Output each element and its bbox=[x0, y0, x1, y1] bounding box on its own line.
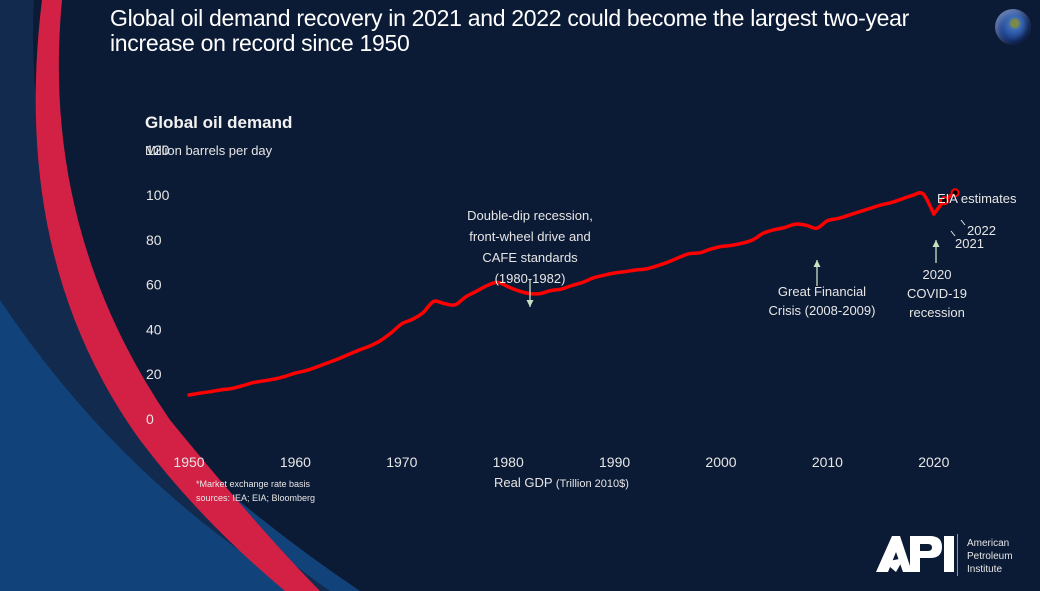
slide-title: Global oil demand recovery in 2021 and 2… bbox=[110, 5, 910, 56]
annotation-label-2021-line: 2021 bbox=[955, 236, 984, 251]
x-tick-label: 2010 bbox=[812, 454, 843, 470]
y-tick-label: 100 bbox=[146, 187, 170, 203]
x-axis-label: Real GDP (Trillion 2010$) bbox=[494, 475, 629, 490]
y-tick-label: 120 bbox=[146, 142, 170, 158]
x-axis-ticks: 1950 1960 1970 1980 1990 2000 2010 2020 bbox=[173, 454, 949, 470]
annotation-gfc-line: Crisis (2008-2009) bbox=[769, 303, 876, 318]
y-axis-ticks: 0 20 40 60 80 100 120 bbox=[146, 142, 170, 427]
series-layer bbox=[187, 188, 960, 397]
series-line-global-oil-demand bbox=[187, 190, 936, 397]
y-tick-label: 60 bbox=[146, 277, 162, 293]
chart-title: Global oil demand bbox=[145, 113, 293, 132]
x-tick-label: 1960 bbox=[280, 454, 311, 470]
x-tick-label: 1950 bbox=[173, 454, 204, 470]
y-tick-label: 20 bbox=[146, 366, 162, 382]
leader-2021 bbox=[950, 230, 956, 237]
api-logo-text: American Petroleum Institute bbox=[967, 537, 1013, 576]
footnote-sources: sources: IEA; EIA; Bloomberg bbox=[196, 493, 316, 503]
x-tick-label: 2000 bbox=[705, 454, 736, 470]
arrow-up-covid-icon bbox=[932, 240, 940, 263]
x-tick-label: 1980 bbox=[493, 454, 524, 470]
decorative-red-arc bbox=[35, 0, 320, 591]
annotation-eia-line: EIA estimates bbox=[937, 191, 1017, 206]
annotations-layer: Double-dip recession, front-wheel drive a… bbox=[467, 191, 1017, 320]
annotation-covid-line: COVID-19 bbox=[907, 286, 967, 301]
api-logo bbox=[876, 536, 954, 572]
annotation-covid-line: 2020 bbox=[923, 267, 952, 282]
annotation-label-2022-line: 2022 bbox=[967, 223, 996, 238]
leader-2022 bbox=[960, 219, 966, 226]
annotation-covid-line: recession bbox=[909, 305, 965, 320]
api-logo-mark bbox=[876, 536, 954, 572]
annotation-double-dip-line: front-wheel drive and bbox=[469, 229, 590, 244]
arrow-down-double-dip-icon bbox=[526, 280, 534, 307]
chart-subtitle: Million barrels per day bbox=[145, 143, 273, 158]
logo-divider bbox=[957, 534, 958, 576]
y-tick-label: 80 bbox=[146, 232, 162, 248]
eia-estimate-point-2021 bbox=[939, 196, 949, 206]
annotation-double-dip-line: CAFE standards bbox=[482, 250, 578, 265]
x-axis-label-text: Real GDP bbox=[494, 475, 553, 490]
arrow-up-gfc-icon bbox=[813, 260, 821, 286]
y-tick-label: 0 bbox=[146, 411, 154, 427]
footnote: *Market exchange rate basis sources: IEA… bbox=[196, 477, 315, 505]
annotation-gfc-line: Great Financial bbox=[778, 284, 866, 299]
logo-line-institute: Institute bbox=[967, 564, 1003, 575]
eia-estimate-point-2022 bbox=[950, 188, 960, 198]
footnote-basis: *Market exchange rate basis bbox=[196, 479, 311, 489]
logo-line-petroleum: Petroleum bbox=[967, 551, 1013, 562]
decorative-blue-sweep bbox=[0, 250, 360, 591]
y-tick-label: 40 bbox=[146, 321, 162, 337]
logo-line-american: American bbox=[967, 538, 1010, 549]
annotation-double-dip-line: (1980-1982) bbox=[495, 271, 566, 286]
x-tick-label: 2020 bbox=[918, 454, 949, 470]
earth-globe-icon bbox=[995, 9, 1031, 45]
annotation-double-dip-line: Double-dip recession, bbox=[467, 208, 593, 223]
x-axis-label-unit: (Trillion 2010$) bbox=[555, 478, 629, 490]
x-tick-label: 1990 bbox=[599, 454, 630, 470]
x-tick-label: 1970 bbox=[386, 454, 417, 470]
